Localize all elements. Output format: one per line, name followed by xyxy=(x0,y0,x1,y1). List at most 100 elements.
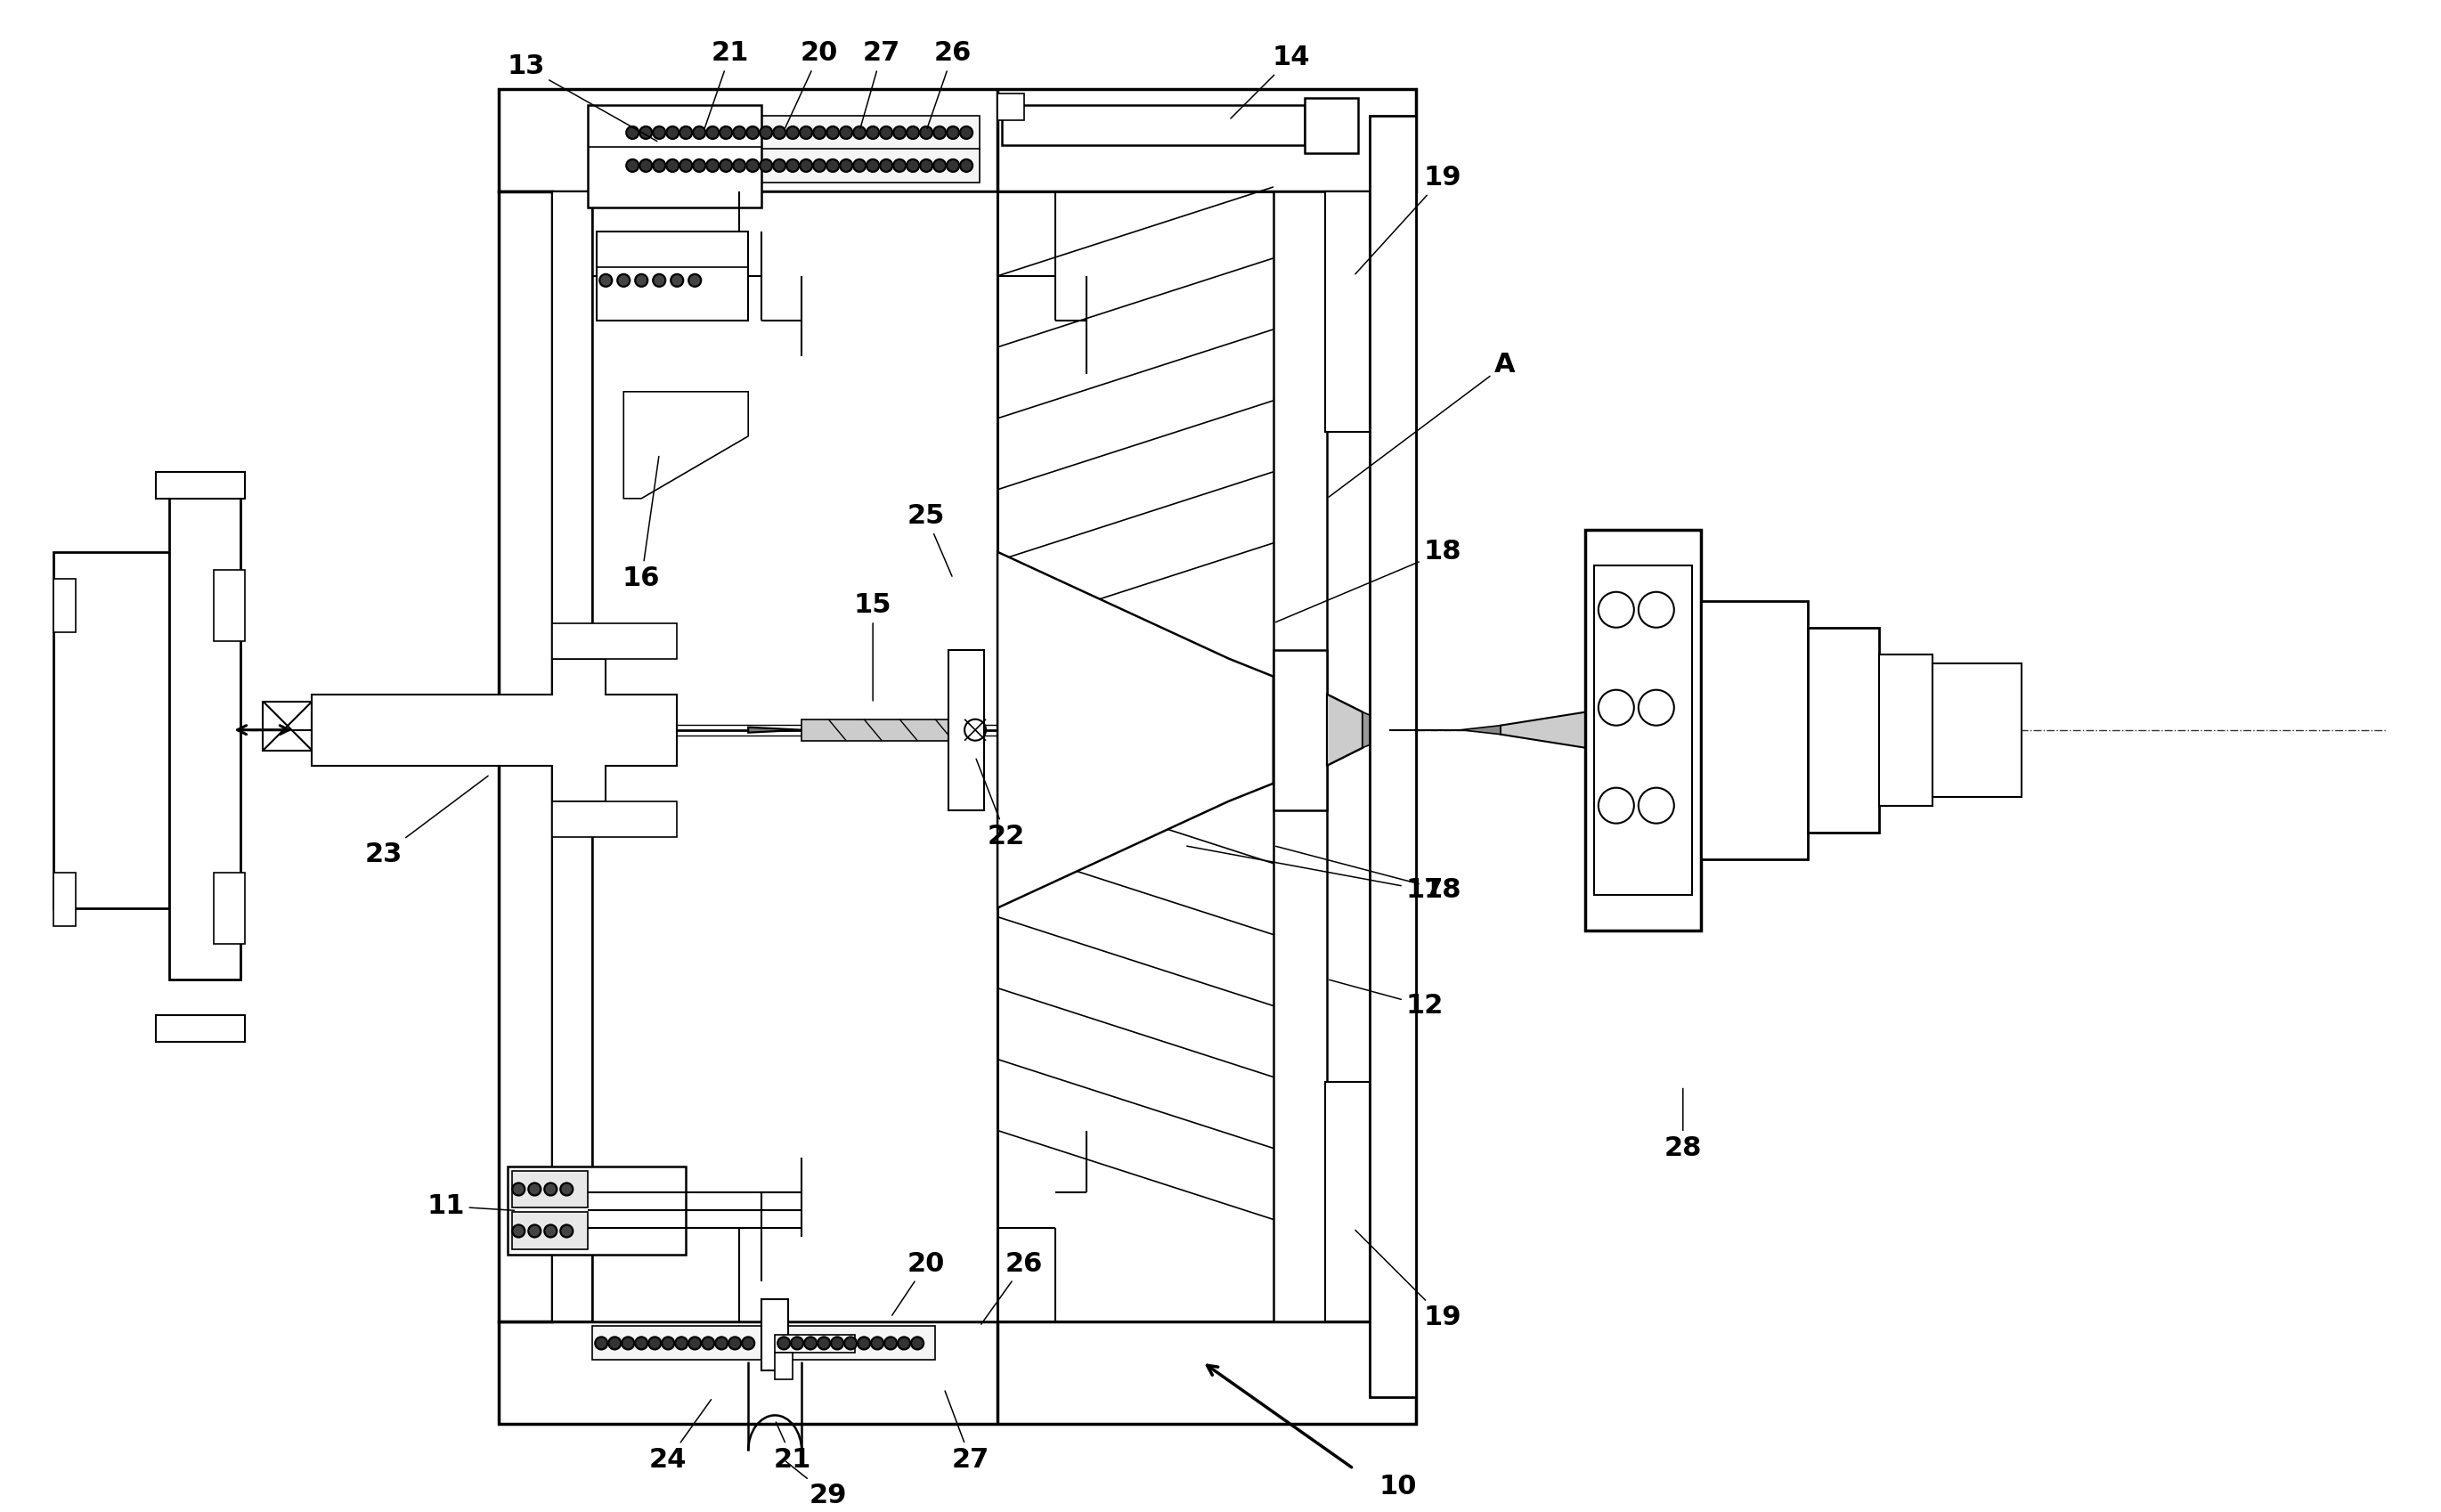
Circle shape xyxy=(561,1182,574,1196)
Circle shape xyxy=(827,127,840,139)
Text: A: A xyxy=(1328,352,1516,497)
Bar xyxy=(593,192,998,1321)
Polygon shape xyxy=(998,552,1274,907)
Circle shape xyxy=(705,159,718,172)
Circle shape xyxy=(618,274,630,287)
Circle shape xyxy=(703,1337,715,1349)
Circle shape xyxy=(932,127,945,139)
Circle shape xyxy=(893,159,906,172)
Circle shape xyxy=(813,127,825,139)
Text: 27: 27 xyxy=(945,1391,989,1473)
Text: 19: 19 xyxy=(1355,1231,1462,1331)
Circle shape xyxy=(791,1337,803,1349)
Circle shape xyxy=(662,1337,674,1349)
Polygon shape xyxy=(1274,676,1362,783)
Circle shape xyxy=(715,1337,727,1349)
Circle shape xyxy=(893,127,906,139)
Circle shape xyxy=(730,1337,742,1349)
Circle shape xyxy=(544,1225,557,1237)
Circle shape xyxy=(627,127,640,139)
Circle shape xyxy=(671,274,683,287)
Bar xyxy=(801,720,979,741)
Bar xyxy=(774,1353,793,1379)
Circle shape xyxy=(666,159,679,172)
Circle shape xyxy=(635,274,647,287)
Bar xyxy=(1584,529,1701,930)
Circle shape xyxy=(871,1337,884,1349)
Bar xyxy=(498,192,552,1321)
Bar xyxy=(1274,192,1328,1321)
Polygon shape xyxy=(1501,712,1584,748)
Polygon shape xyxy=(749,727,801,733)
Circle shape xyxy=(527,1182,542,1196)
Bar xyxy=(552,801,676,836)
Text: 16: 16 xyxy=(622,457,662,591)
Circle shape xyxy=(884,1337,896,1349)
Circle shape xyxy=(627,159,640,172)
Polygon shape xyxy=(1460,726,1501,735)
Bar xyxy=(156,1015,244,1042)
Bar xyxy=(1809,627,1880,832)
Text: 22: 22 xyxy=(976,759,1025,850)
Circle shape xyxy=(801,127,813,139)
Circle shape xyxy=(786,127,798,139)
Circle shape xyxy=(676,1337,688,1349)
Bar xyxy=(598,231,749,321)
Circle shape xyxy=(867,159,879,172)
Bar xyxy=(552,623,676,659)
Circle shape xyxy=(854,127,867,139)
Bar xyxy=(1933,664,2021,797)
Circle shape xyxy=(881,127,893,139)
Bar xyxy=(1325,192,1369,432)
Circle shape xyxy=(679,159,693,172)
Circle shape xyxy=(845,1337,857,1349)
Bar xyxy=(513,1170,588,1208)
Circle shape xyxy=(654,274,666,287)
Text: 28: 28 xyxy=(1665,1089,1701,1161)
Polygon shape xyxy=(1362,712,1389,748)
Text: 24: 24 xyxy=(649,1400,710,1473)
Bar xyxy=(1701,600,1809,859)
Circle shape xyxy=(654,159,666,172)
Circle shape xyxy=(705,127,718,139)
Circle shape xyxy=(596,1337,608,1349)
Polygon shape xyxy=(1328,694,1362,765)
Bar xyxy=(1880,655,1933,806)
Bar xyxy=(1303,98,1357,153)
Circle shape xyxy=(640,127,652,139)
Circle shape xyxy=(649,1337,662,1349)
Circle shape xyxy=(732,159,745,172)
Bar xyxy=(774,1335,854,1353)
Circle shape xyxy=(747,159,759,172)
Circle shape xyxy=(742,1337,754,1349)
Circle shape xyxy=(779,1337,791,1349)
Circle shape xyxy=(959,159,972,172)
Circle shape xyxy=(881,159,893,172)
Text: 12: 12 xyxy=(1330,980,1443,1019)
Circle shape xyxy=(906,159,920,172)
Circle shape xyxy=(774,159,786,172)
Bar xyxy=(498,1321,1416,1424)
Text: 19: 19 xyxy=(1355,165,1462,274)
Bar xyxy=(498,89,1416,192)
Bar xyxy=(774,1326,935,1361)
Circle shape xyxy=(813,159,825,172)
Text: 14: 14 xyxy=(1230,45,1311,118)
Text: 15: 15 xyxy=(854,593,891,700)
Circle shape xyxy=(857,1337,869,1349)
Circle shape xyxy=(920,159,932,172)
Circle shape xyxy=(827,159,840,172)
Bar xyxy=(54,872,76,925)
Circle shape xyxy=(854,159,867,172)
Text: 26: 26 xyxy=(981,1250,1042,1325)
Text: 18: 18 xyxy=(1277,847,1462,903)
Circle shape xyxy=(544,1182,557,1196)
Circle shape xyxy=(947,159,959,172)
Text: 20: 20 xyxy=(786,41,837,129)
Bar xyxy=(1594,565,1692,895)
Text: 18: 18 xyxy=(1277,538,1462,621)
Text: 27: 27 xyxy=(859,41,901,129)
Circle shape xyxy=(666,127,679,139)
Text: 17: 17 xyxy=(1186,847,1443,903)
Text: 21: 21 xyxy=(774,1421,810,1473)
